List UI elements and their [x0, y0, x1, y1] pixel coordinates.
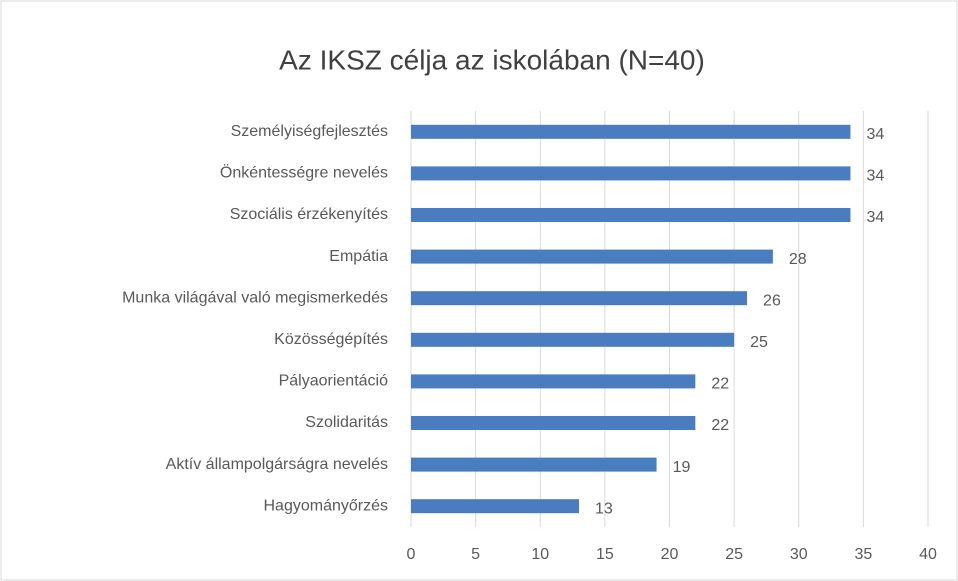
y-tick-label: Személyiségfejlesztés — [231, 123, 388, 140]
data-label: 28 — [789, 251, 807, 268]
x-tick-label: 0 — [407, 546, 416, 563]
y-tick-label: Pályaorientáció — [279, 373, 389, 390]
bar — [411, 499, 580, 514]
y-tick-label: Önkéntességre nevelés — [220, 164, 388, 182]
data-label: 13 — [595, 500, 613, 517]
y-tick-label: Hagyományőrzés — [264, 497, 389, 514]
bar — [411, 124, 851, 139]
x-tick-label: 20 — [661, 546, 679, 563]
bar — [411, 416, 696, 430]
bar — [411, 249, 773, 264]
bar — [411, 208, 851, 222]
x-tick-label: 30 — [790, 546, 808, 563]
x-tick-label: 40 — [919, 546, 937, 563]
data-label: 34 — [866, 126, 884, 143]
y-tick-label: Közösségépítés — [274, 331, 388, 348]
x-tick-label: 15 — [596, 546, 614, 563]
bar — [411, 291, 748, 306]
x-tick-label: 35 — [854, 546, 872, 563]
x-tick-label: 25 — [725, 546, 743, 563]
bar — [411, 374, 696, 389]
bar — [411, 332, 735, 347]
data-label: 34 — [866, 209, 884, 226]
bar — [411, 457, 657, 472]
data-label: 19 — [673, 459, 691, 476]
y-tick-label: Szociális érzékenyítés — [230, 206, 388, 223]
y-tick-label: Empátia — [329, 248, 388, 265]
data-label: 34 — [866, 168, 884, 185]
data-label: 22 — [711, 417, 729, 434]
y-tick-label: Szolidaritás — [305, 414, 388, 431]
x-tick-label: 10 — [531, 546, 549, 563]
y-tick-label: Aktív állampolgárságra nevelés — [166, 456, 388, 473]
chart-title: Az IKSZ célja az iskolában (N=40) — [279, 44, 705, 75]
data-label: 22 — [711, 376, 729, 393]
x-tick-label: 5 — [471, 546, 480, 563]
bar — [411, 166, 851, 181]
y-tick-label: Munka világával való megismerkedés — [122, 289, 388, 306]
data-label: 26 — [763, 292, 781, 309]
data-label: 25 — [750, 334, 768, 351]
